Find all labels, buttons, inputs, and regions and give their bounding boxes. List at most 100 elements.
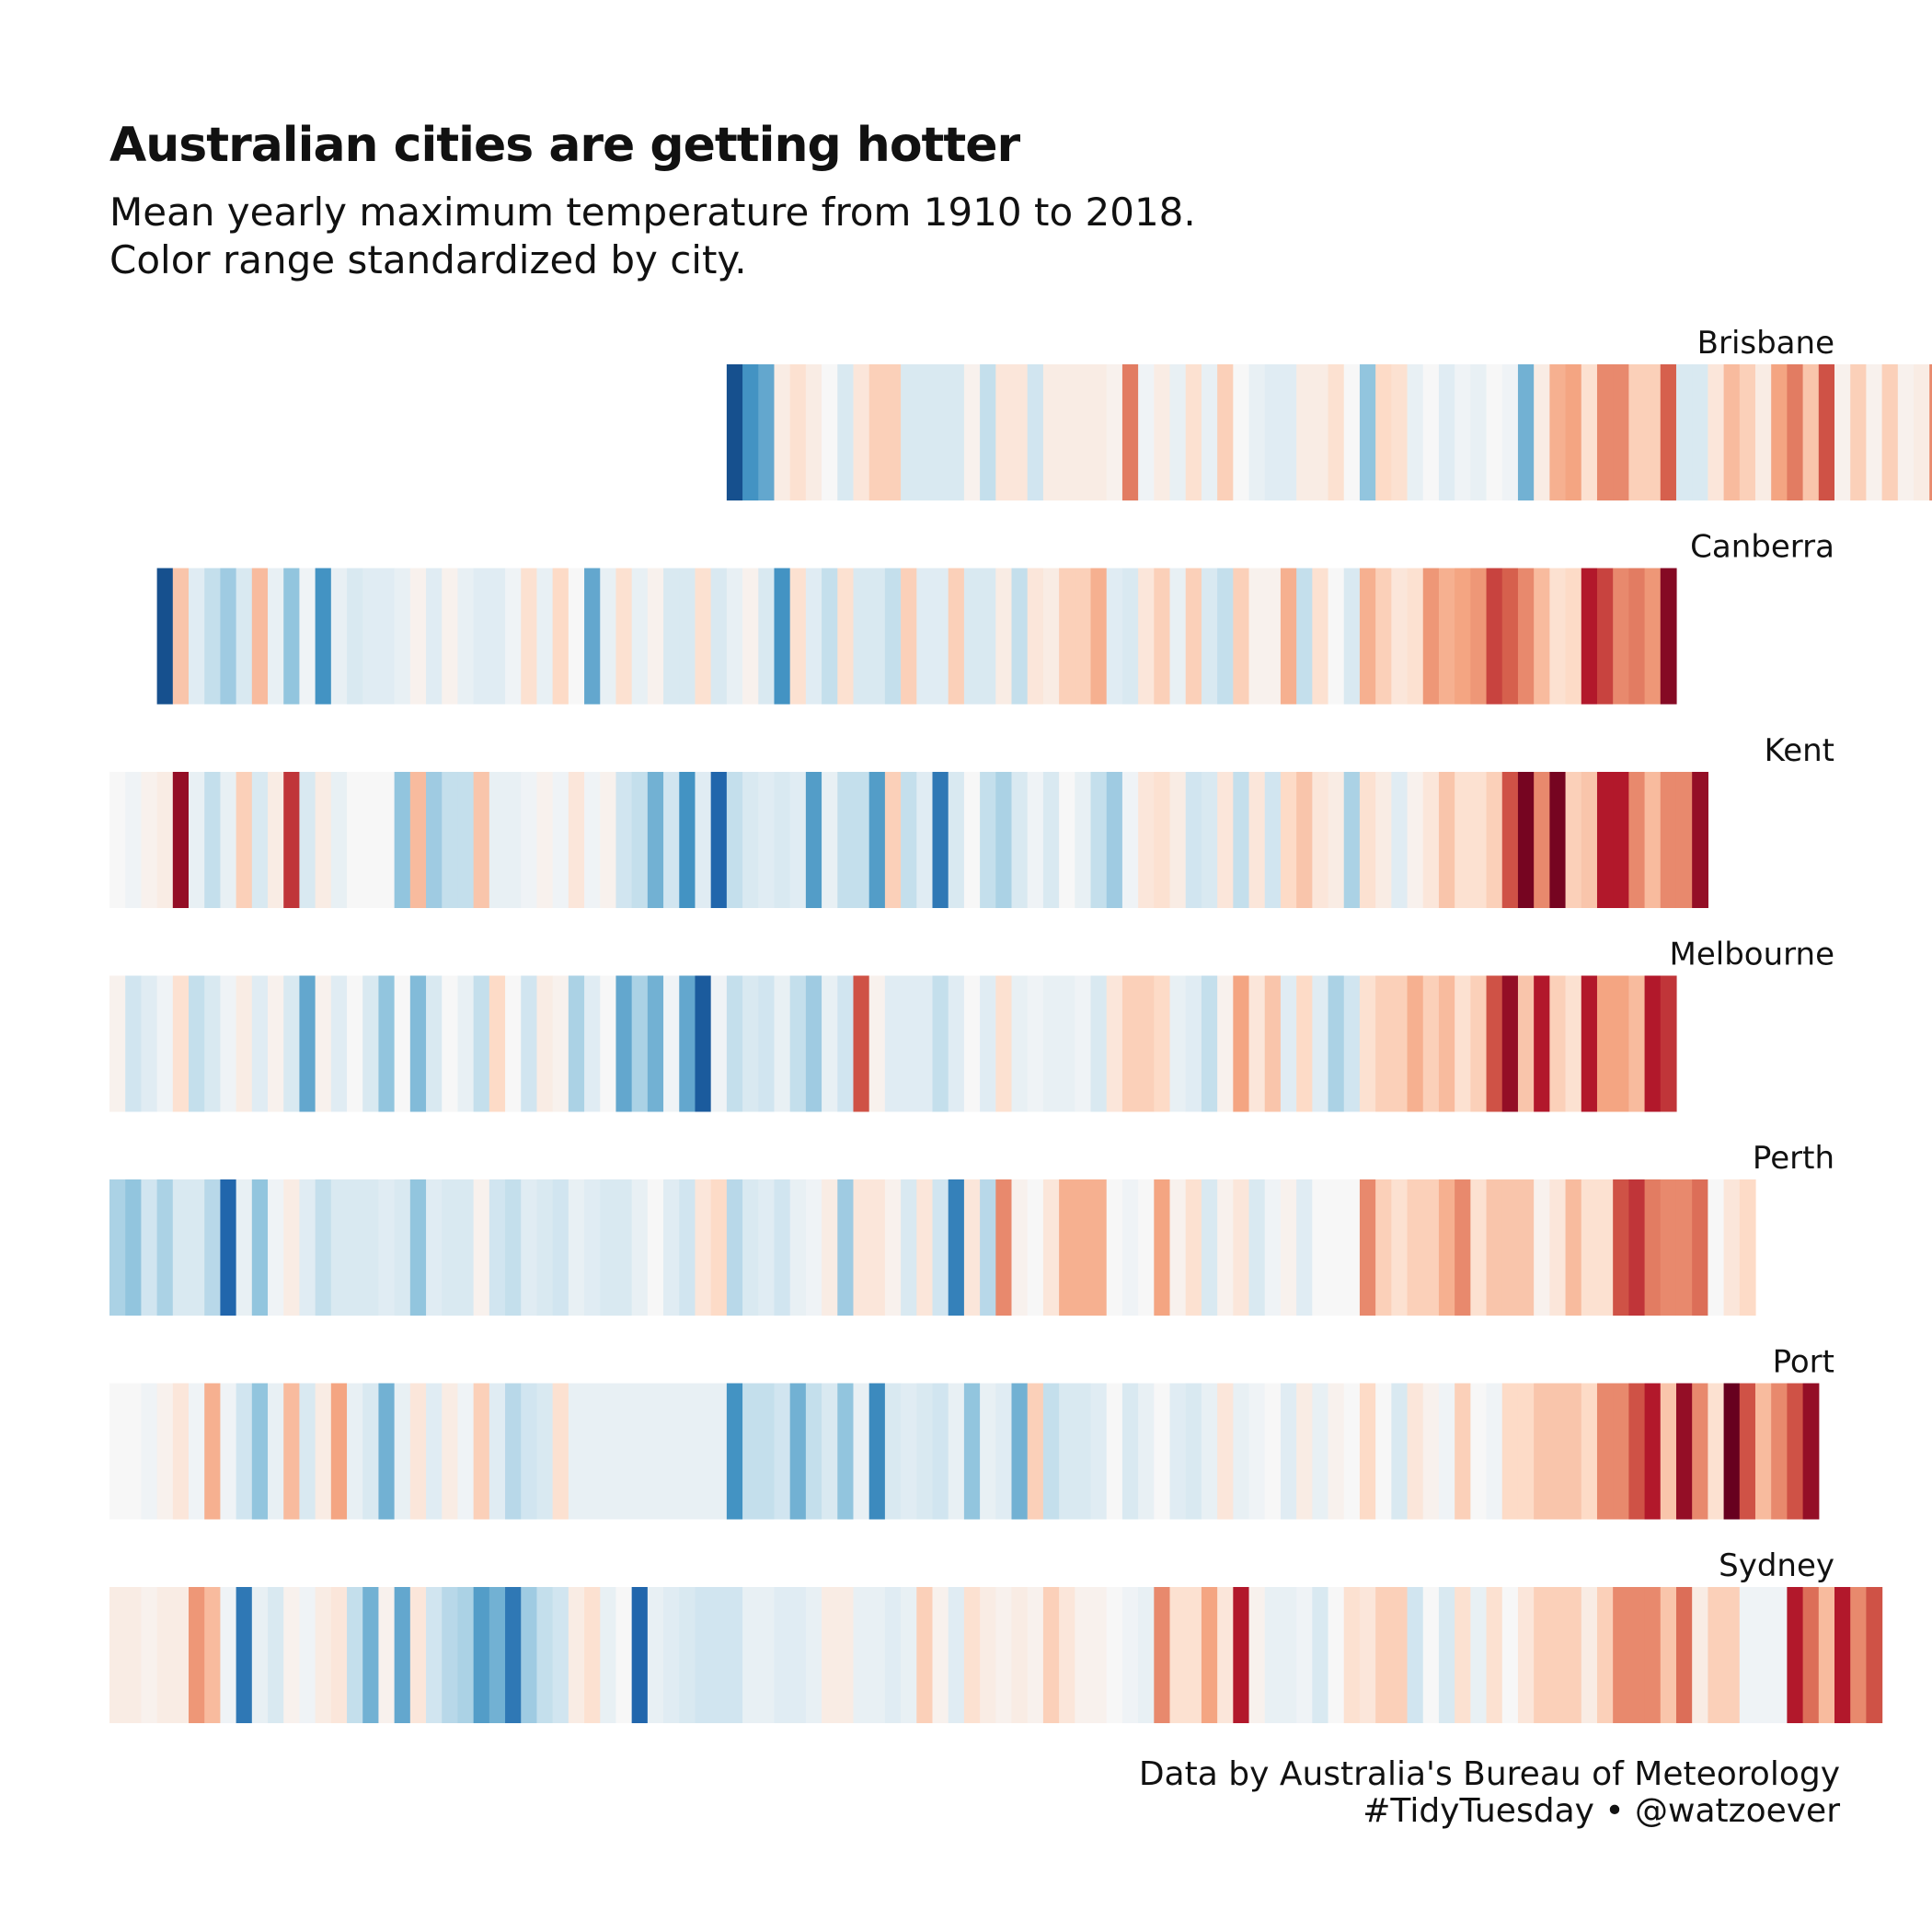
stripe-sydney-1993 bbox=[1422, 1587, 1440, 1723]
stripe-melbourne-1982 bbox=[1248, 975, 1266, 1112]
stripe-canberra-1999 bbox=[1517, 568, 1535, 705]
stripe-melbourne-1935 bbox=[505, 975, 522, 1112]
stripe-kent-1955 bbox=[822, 772, 838, 908]
stripe-sydney-2019 bbox=[1834, 1587, 1851, 1723]
stripe-kent-1920 bbox=[268, 772, 284, 908]
stripe-melbourne-1944 bbox=[647, 975, 664, 1112]
stripe-sydney-2006 bbox=[1628, 1587, 1646, 1723]
stripe-melbourne-1920 bbox=[268, 975, 284, 1112]
stripe-perth-1941 bbox=[600, 1179, 617, 1316]
stripe-port-1928 bbox=[394, 1383, 411, 1520]
stripe-perth-1966 bbox=[995, 1179, 1013, 1316]
stripe-perth-1913 bbox=[156, 1179, 174, 1316]
stripe-port-1933 bbox=[473, 1383, 490, 1520]
stripe-kent-1917 bbox=[220, 772, 237, 908]
stripe-port-1999 bbox=[1517, 1383, 1535, 1520]
stripe-sydney-1990 bbox=[1375, 1587, 1392, 1723]
stripe-sydney-2008 bbox=[1660, 1587, 1677, 1723]
stripe-melbourne-1970 bbox=[1059, 975, 1075, 1112]
stripe-port-1948 bbox=[710, 1383, 728, 1520]
city-row-brisbane: Brisbane bbox=[726, 325, 1932, 500]
stripe-melbourne-2003 bbox=[1581, 975, 1598, 1112]
stripe-canberra-1987 bbox=[1328, 568, 1345, 705]
stripe-perth-1991 bbox=[1391, 1179, 1409, 1316]
stripe-brisbane-1964 bbox=[963, 364, 981, 500]
stripe-canberra-1924 bbox=[330, 568, 348, 705]
stripe-canberra-1916 bbox=[204, 568, 222, 705]
stripe-perth-1984 bbox=[1280, 1179, 1297, 1316]
stripe-brisbane-1996 bbox=[1470, 364, 1488, 500]
stripe-sydney-1998 bbox=[1501, 1587, 1519, 1723]
stripe-perth-1934 bbox=[489, 1179, 506, 1316]
stripe-brisbane-1979 bbox=[1201, 364, 1218, 500]
stripe-port-1935 bbox=[505, 1383, 522, 1520]
stripe-kent-1963 bbox=[948, 772, 965, 908]
stripe-melbourne-1993 bbox=[1422, 975, 1440, 1112]
stripe-kent-1960 bbox=[901, 772, 917, 908]
stripe-perth-1919 bbox=[251, 1179, 269, 1316]
stripe-port-1994 bbox=[1438, 1383, 1455, 1520]
stripe-port-1987 bbox=[1328, 1383, 1345, 1520]
stripe-port-1962 bbox=[932, 1383, 949, 1520]
stripe-perth-1977 bbox=[1169, 1179, 1187, 1316]
stripe-perth-1957 bbox=[853, 1179, 870, 1316]
stripe-port-1966 bbox=[995, 1383, 1013, 1520]
stripe-perth-1989 bbox=[1359, 1179, 1376, 1316]
stripe-sydney-1954 bbox=[805, 1587, 822, 1723]
stripe-perth-1929 bbox=[409, 1179, 427, 1316]
stripe-melbourne-1948 bbox=[710, 975, 728, 1112]
stripe-sydney-1944 bbox=[647, 1587, 664, 1723]
stripe-brisbane-2015 bbox=[1771, 364, 1788, 500]
stripe-canberra-2000 bbox=[1534, 568, 1550, 705]
stripe-canberra-1979 bbox=[1201, 568, 1218, 705]
stripe-sydney-2001 bbox=[1549, 1587, 1567, 1723]
stripe-brisbane-2005 bbox=[1613, 364, 1629, 500]
stripe-port-1998 bbox=[1501, 1383, 1519, 1520]
stripe-port-1930 bbox=[426, 1383, 443, 1520]
stripe-kent-1972 bbox=[1090, 772, 1108, 908]
stripe-melbourne-1932 bbox=[457, 975, 475, 1112]
stripe-perth-1933 bbox=[473, 1179, 490, 1316]
stripe-perth-1987 bbox=[1328, 1179, 1345, 1316]
stripe-brisbane-2004 bbox=[1596, 364, 1614, 500]
stripe-kent-1945 bbox=[663, 772, 680, 908]
stripe-melbourne-2006 bbox=[1628, 975, 1646, 1112]
stripe-port-1952 bbox=[774, 1383, 791, 1520]
stripe-sydney-1960 bbox=[901, 1587, 917, 1723]
stripe-port-1938 bbox=[552, 1383, 569, 1520]
stripe-perth-1915 bbox=[189, 1179, 205, 1316]
stripe-canberra-1976 bbox=[1154, 568, 1171, 705]
stripe-sydney-1936 bbox=[521, 1587, 538, 1723]
stripe-port-1996 bbox=[1470, 1383, 1488, 1520]
stripe-melbourne-1978 bbox=[1185, 975, 1202, 1112]
stripe-perth-2005 bbox=[1613, 1179, 1629, 1316]
stripe-sydney-1968 bbox=[1027, 1587, 1044, 1723]
stripe-perth-1938 bbox=[552, 1179, 569, 1316]
stripe-port-1921 bbox=[283, 1383, 301, 1520]
stripe-melbourne-1954 bbox=[805, 975, 822, 1112]
stripe-canberra-1955 bbox=[822, 568, 838, 705]
stripe-brisbane-1970 bbox=[1059, 364, 1075, 500]
stripe-melbourne-1936 bbox=[521, 975, 538, 1112]
stripe-brisbane-2023 bbox=[1897, 364, 1915, 500]
stripe-sydney-1913 bbox=[156, 1587, 174, 1723]
stripe-melbourne-1969 bbox=[1042, 975, 1060, 1112]
stripe-perth-1956 bbox=[837, 1179, 855, 1316]
stripe-perth-2002 bbox=[1565, 1179, 1582, 1316]
stripe-port-1942 bbox=[615, 1383, 633, 1520]
stripe-brisbane-2020 bbox=[1850, 364, 1867, 500]
stripe-canberra-1983 bbox=[1264, 568, 1282, 705]
stripe-canberra-2008 bbox=[1660, 568, 1677, 705]
stripe-canberra-1954 bbox=[805, 568, 822, 705]
stripe-brisbane-2018 bbox=[1818, 364, 1835, 500]
stripe-canberra-1974 bbox=[1121, 568, 1139, 705]
stripe-canberra-1984 bbox=[1280, 568, 1297, 705]
stripe-port-2007 bbox=[1644, 1383, 1662, 1520]
stripe-kent-1962 bbox=[932, 772, 949, 908]
stripe-port-1969 bbox=[1042, 1383, 1060, 1520]
stripe-sydney-1923 bbox=[315, 1587, 332, 1723]
stripe-port-1915 bbox=[189, 1383, 205, 1520]
stripe-melbourne-1964 bbox=[963, 975, 981, 1112]
stripe-port-1912 bbox=[141, 1383, 158, 1520]
stripe-brisbane-2022 bbox=[1881, 364, 1899, 500]
